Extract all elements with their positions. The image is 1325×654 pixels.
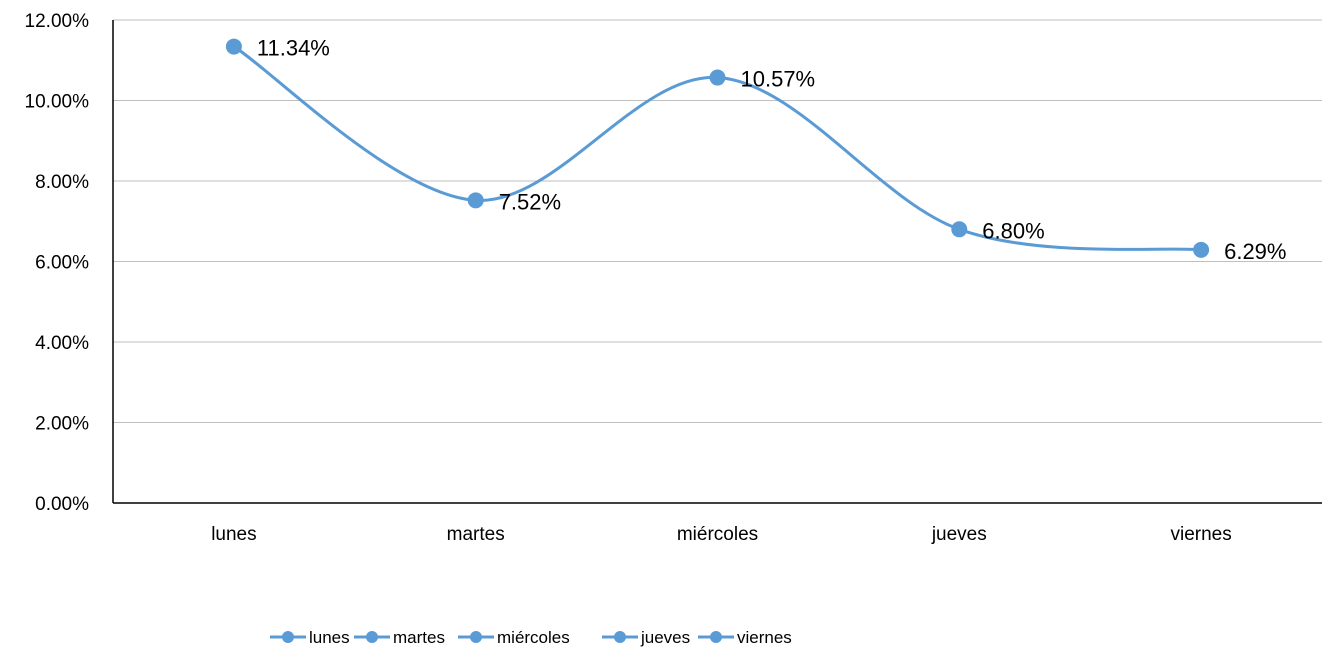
x-tick-label: lunes [211,524,256,545]
data-labels: 11.34% 7.52% 10.57% 6.80% 6.29% [257,36,1287,264]
legend-entry-label: miércoles [497,628,570,647]
y-tick-label: 8.00% [35,172,89,193]
gridlines [113,19,1322,423]
x-tick-label: viernes [1170,524,1231,545]
legend-marker-icon [366,631,378,643]
legend-marker-icon [470,631,482,643]
y-tick-label: 0.00% [35,494,89,515]
axes [112,20,1322,504]
legend-entry-label: viernes [737,628,792,647]
legend-marker-icon [614,631,626,643]
legend-entry-label: martes [393,628,445,647]
x-tick-label: jueves [931,524,987,545]
data-label: 6.80% [982,218,1044,243]
legend-entry-label: jueves [640,628,690,647]
data-label: 11.34% [257,36,330,61]
y-tick-label: 6.00% [35,253,89,274]
legend-entry-label: lunes [309,628,350,647]
y-tick-label: 4.00% [35,333,89,354]
x-tick-label: miércoles [677,524,758,545]
data-point [1193,241,1210,258]
data-point [225,38,242,55]
x-tick-label: martes [447,524,505,545]
y-tick-label: 10.00% [25,92,90,113]
data-label: 6.29% [1224,239,1286,264]
y-axis-tick-labels: 0.00% 2.00% 4.00% 6.00% 8.00% 10.00% 12.00% [25,11,90,515]
data-points [225,38,1210,258]
data-point [709,69,726,86]
legend: lunes martes miércoles jueves viernes [270,628,792,647]
y-tick-label: 12.00% [25,11,90,32]
x-axis-tick-labels: lunes martes miércoles jueves viernes [211,524,1232,545]
legend-marker-icon [710,631,722,643]
data-label: 7.52% [499,189,561,214]
data-point [467,192,484,209]
y-tick-label: 2.00% [35,414,89,435]
data-point [951,221,968,238]
data-label: 10.57% [741,67,816,92]
legend-marker-icon [282,631,294,643]
